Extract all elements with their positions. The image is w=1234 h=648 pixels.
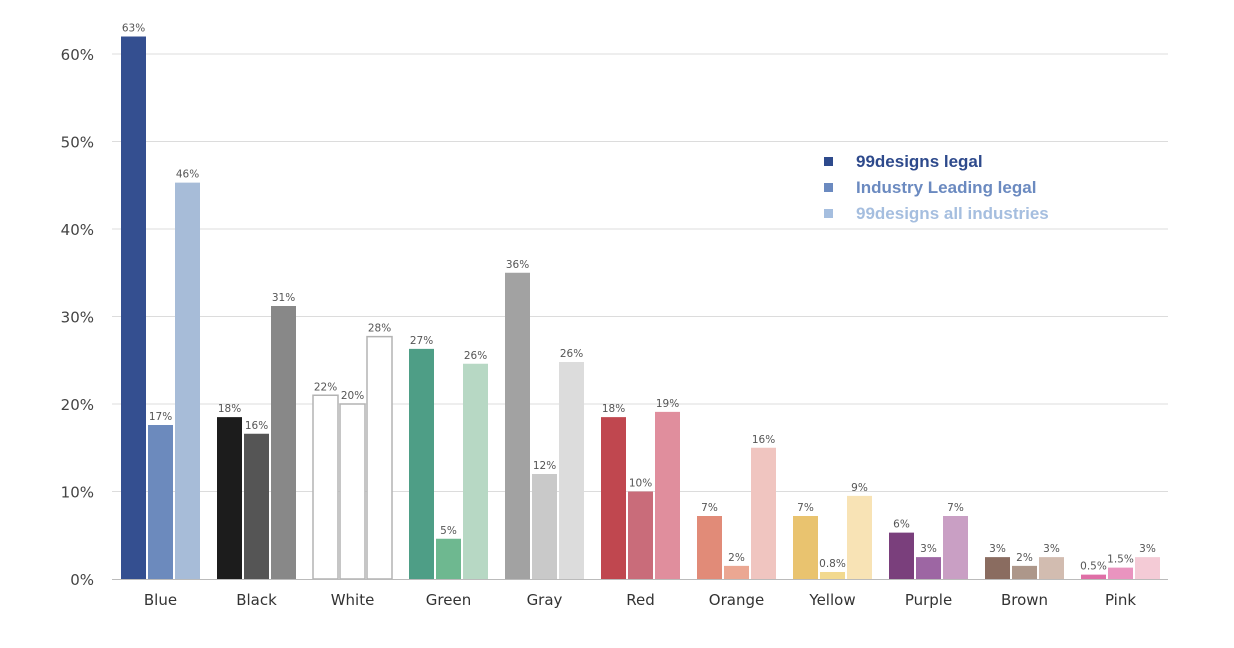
- data-label: 16%: [245, 420, 268, 432]
- data-label: 12%: [533, 460, 556, 472]
- legend-swatch: [824, 209, 833, 218]
- bar-gray-series-1: [505, 272, 530, 579]
- data-label: 28%: [368, 323, 391, 335]
- bar-brown-series-1: [985, 557, 1010, 579]
- bar-black-series-3: [271, 306, 296, 579]
- x-axis: Blue Black White Green Gray Red Orange Yellow Pu…: [112, 579, 1168, 609]
- data-label: 16%: [752, 434, 775, 446]
- bar-gray-series-3: [559, 362, 584, 579]
- bar-orange-series-3: [751, 447, 776, 579]
- bar-black-series-2: [244, 433, 269, 579]
- bar-green-series-1: [409, 348, 434, 579]
- bar-pink-series-3: [1135, 557, 1160, 579]
- y-tick-label: 50%: [61, 134, 94, 152]
- gridlines: [112, 53, 1168, 492]
- data-label: 2%: [1016, 552, 1033, 564]
- bar-gray-series-2: [532, 474, 557, 579]
- x-category-label: Black: [236, 591, 277, 609]
- x-category-label: Brown: [1001, 591, 1048, 609]
- bars: 63% 18% 22% 27% 36% 18% 7% 7% 6% 3% 0.5% 17% 16% 20% 5…: [121, 23, 1160, 580]
- data-label: 0.5%: [1080, 561, 1107, 573]
- bar-blue-series-1: [121, 36, 146, 579]
- data-label: 7%: [701, 502, 718, 514]
- data-label: 7%: [797, 502, 814, 514]
- x-category-label: Green: [426, 591, 471, 609]
- data-label: 7%: [947, 502, 964, 514]
- data-label: 31%: [272, 292, 295, 304]
- bar-pink-series-1: [1081, 574, 1106, 579]
- data-label: 9%: [851, 482, 868, 494]
- x-category-label: Red: [626, 591, 655, 609]
- bar-purple-series-2: [916, 557, 941, 579]
- y-axis: 0% 10% 20% 30% 40% 50% 60%: [61, 46, 94, 589]
- bar-brown-series-2: [1012, 565, 1037, 579]
- bar-orange-series-2: [724, 565, 749, 579]
- data-label: 3%: [920, 543, 937, 555]
- data-label: 17%: [149, 411, 172, 423]
- data-label: 26%: [464, 350, 487, 362]
- bar-white-series-1: [312, 394, 339, 580]
- data-label: 1.5%: [1107, 554, 1134, 566]
- legend-label: Industry Leading legal: [856, 178, 1036, 197]
- bar-red-series-2: [628, 491, 653, 579]
- y-tick-label: 30%: [61, 309, 94, 327]
- bar-black-series-1: [217, 417, 242, 579]
- legend-swatch: [824, 183, 833, 192]
- bar-brown-series-3: [1039, 557, 1064, 579]
- x-category-label: Purple: [905, 591, 952, 609]
- y-tick-label: 0%: [70, 571, 94, 589]
- bar-pink-series-2: [1108, 567, 1133, 579]
- legend: 99designs legal Industry Leading legal 99d…: [824, 152, 1049, 223]
- data-label: 3%: [1043, 543, 1060, 555]
- data-label: 26%: [560, 348, 583, 360]
- data-label: 3%: [989, 543, 1006, 555]
- bar-green-series-2: [436, 538, 461, 579]
- bar-white-series-2: [339, 403, 366, 580]
- data-label: 18%: [602, 403, 625, 415]
- x-category-label: Yellow: [808, 591, 855, 609]
- x-category-label: Gray: [527, 591, 563, 609]
- x-category-label: Pink: [1105, 591, 1136, 609]
- bar-blue-series-2: [148, 425, 173, 579]
- bar-purple-series-3: [943, 516, 968, 579]
- data-label: 10%: [629, 478, 652, 490]
- bar-blue-series-3: [175, 182, 200, 579]
- data-label: 36%: [506, 259, 529, 271]
- data-label: 18%: [218, 403, 241, 415]
- data-label: 20%: [341, 390, 364, 402]
- y-tick-label: 60%: [61, 46, 94, 64]
- x-category-label: Blue: [144, 591, 177, 609]
- data-label: 0.8%: [819, 558, 846, 570]
- data-label: 22%: [314, 381, 337, 393]
- bar-purple-series-1: [889, 532, 914, 579]
- legend-swatch: [824, 157, 833, 166]
- bar-orange-series-1: [697, 516, 722, 579]
- x-category-label: White: [331, 591, 375, 609]
- y-tick-label: 20%: [61, 396, 94, 414]
- legend-label: 99designs all industries: [856, 204, 1049, 223]
- data-label: 46%: [176, 169, 199, 181]
- bar-yellow-series-2: [820, 572, 845, 579]
- x-category-label: Orange: [709, 591, 764, 609]
- bar-green-series-3: [463, 363, 488, 579]
- legend-label: 99designs legal: [856, 152, 983, 171]
- data-label: 5%: [440, 525, 457, 537]
- data-label: 63%: [122, 23, 145, 35]
- y-tick-label: 40%: [61, 221, 94, 239]
- bar-red-series-3: [655, 411, 680, 579]
- data-label: 6%: [893, 519, 910, 531]
- bar-white-series-3: [366, 335, 393, 580]
- data-label: 2%: [728, 552, 745, 564]
- bar-red-series-1: [601, 417, 626, 579]
- bar-yellow-series-3: [847, 495, 872, 579]
- y-tick-label: 10%: [61, 484, 94, 502]
- data-label: 19%: [656, 398, 679, 410]
- data-label: 3%: [1139, 543, 1156, 555]
- data-label: 27%: [410, 335, 433, 347]
- bar-yellow-series-1: [793, 516, 818, 579]
